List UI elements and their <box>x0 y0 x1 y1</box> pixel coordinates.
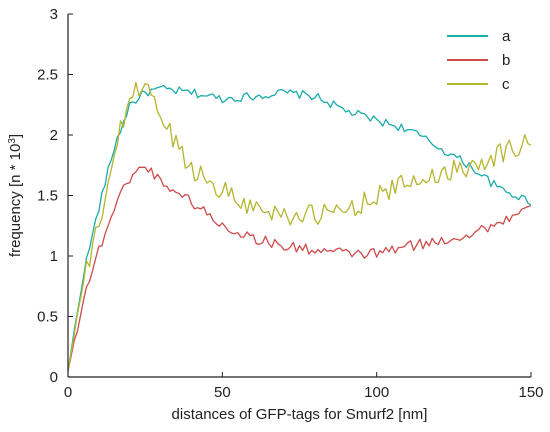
y-tick-label: 1 <box>50 248 58 265</box>
legend-label-b: b <box>502 52 510 69</box>
axes-layer <box>67 14 531 378</box>
y-axis-title-suffix: ] <box>7 134 24 138</box>
legend-label-a: a <box>502 28 511 45</box>
series-line-c <box>67 81 532 372</box>
y-tick-label: 0.5 <box>37 309 58 326</box>
series-layer <box>67 81 532 372</box>
y-axis-title: frequency [n * 103] <box>7 134 25 257</box>
y-axis-title-prefix: frequency [n * 10 <box>7 144 24 257</box>
ticks-layer: 0 50 100 150 0 0.5 1 1.5 2 2.5 3 <box>37 6 543 401</box>
y-tick-label: 3 <box>50 6 58 23</box>
y-tick-label: 2 <box>50 127 58 144</box>
legend: abc <box>447 28 511 93</box>
series-line-a <box>67 84 532 372</box>
y-tick-label: 0 <box>50 369 58 386</box>
x-axis-title: distances of GFP-tags for Smurf2 [nm] <box>172 406 428 423</box>
y-tick-label: 1.5 <box>37 188 58 205</box>
x-tick-label: 50 <box>214 384 231 401</box>
x-tick-label: 0 <box>64 384 72 401</box>
y-axis-title-superscript: 3 <box>7 138 18 144</box>
x-tick-label: 150 <box>518 384 543 401</box>
legend-label-c: c <box>502 76 510 93</box>
x-tick-label: 100 <box>364 384 389 401</box>
series-line-b <box>67 166 532 372</box>
y-tick-label: 2.5 <box>37 67 58 84</box>
